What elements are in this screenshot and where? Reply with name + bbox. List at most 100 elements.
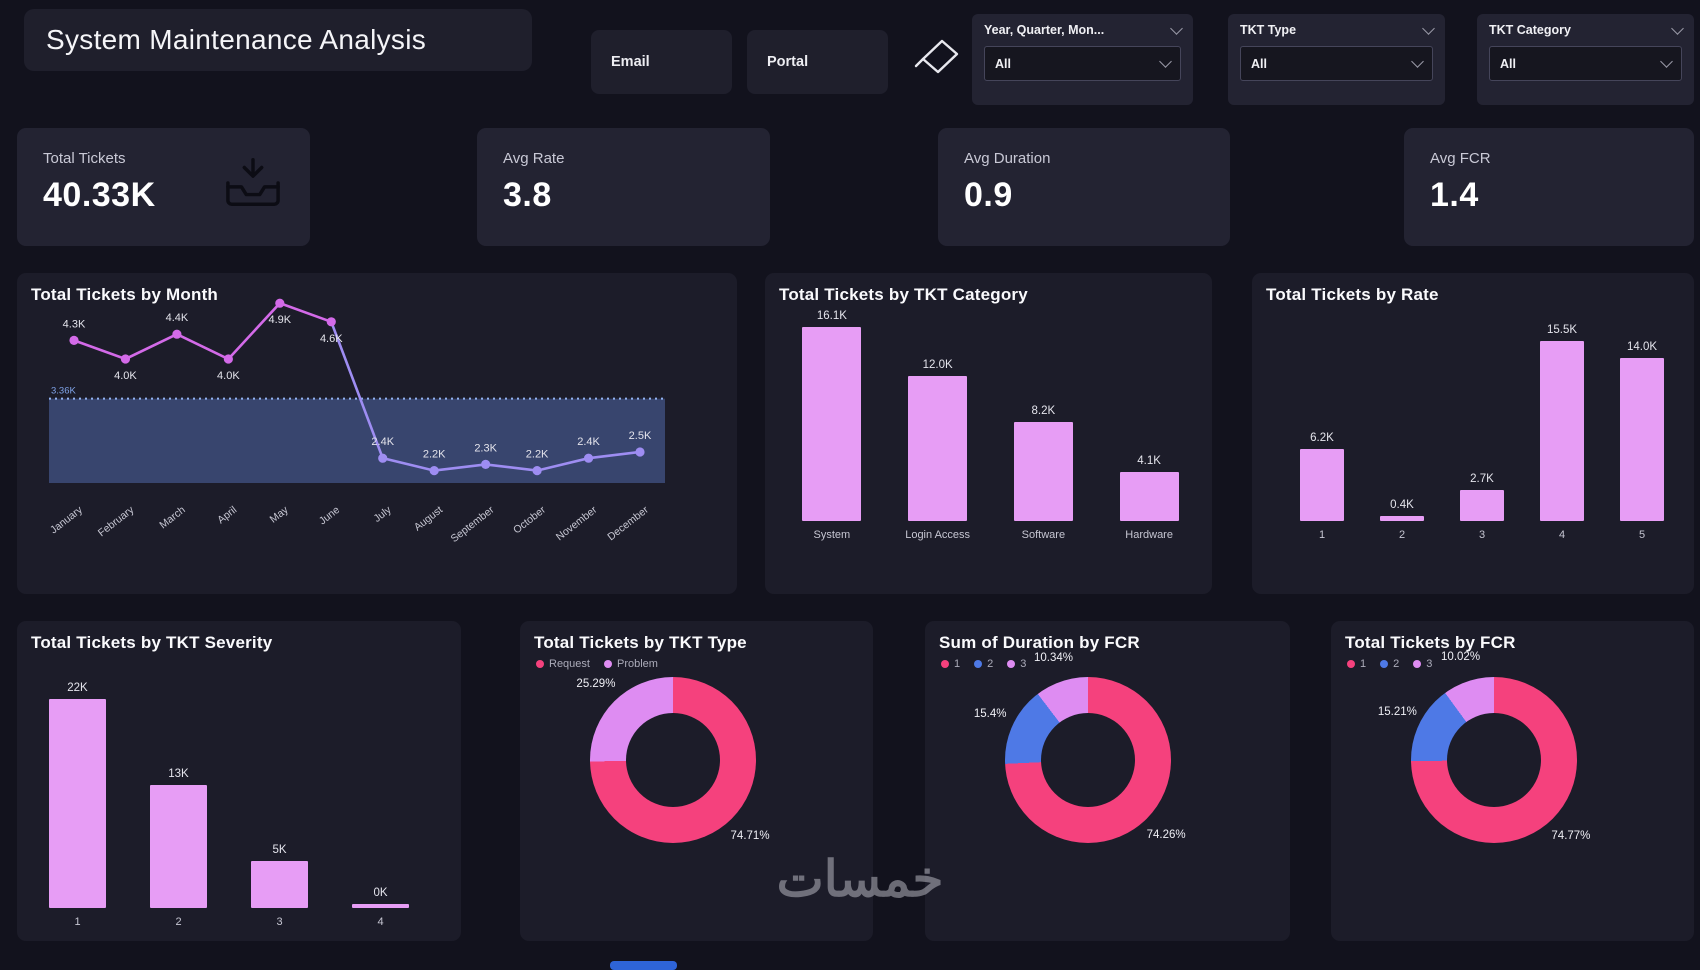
bar-column: 4.1K Hardware <box>1096 302 1202 543</box>
chart-card-tickets-by-rate: Total Tickets by Rate 6.2K 1 0.4K 2 2.7K 3 15.… <box>1252 273 1694 594</box>
bar[interactable] <box>251 860 308 908</box>
data-label: 4.4K <box>166 312 189 324</box>
eraser-icon <box>914 39 959 73</box>
donut-chart[interactable] <box>590 677 756 843</box>
bar[interactable] <box>1119 471 1179 521</box>
bar[interactable] <box>908 376 968 521</box>
email-button[interactable]: Email <box>591 30 732 94</box>
data-point[interactable] <box>429 466 439 476</box>
filter-label: Year, Quarter, Mon... <box>984 23 1105 37</box>
chart-legend: Request Problem <box>536 658 658 670</box>
clear-filters-button[interactable] <box>908 36 964 80</box>
filter-dropdown[interactable]: All <box>984 46 1181 81</box>
bar[interactable] <box>1299 448 1345 521</box>
bar-column: 2.7K 3 <box>1442 315 1522 543</box>
legend-label: 2 <box>1393 658 1400 670</box>
kpi-avg-duration: Avg Duration 0.9 <box>938 128 1230 246</box>
data-point[interactable] <box>275 298 285 308</box>
bar-column: 13K 2 <box>128 670 229 930</box>
data-label: 4.9K <box>268 314 291 326</box>
data-label: 4.0K <box>114 370 137 382</box>
filter-value: All <box>1251 56 1267 71</box>
legend-item[interactable]: Request <box>536 658 590 670</box>
chart-title: Total Tickets by TKT Category <box>779 285 1028 304</box>
x-axis-label: October <box>511 504 548 537</box>
bar-column: 16.1K System <box>779 302 885 543</box>
legend-dot <box>1380 660 1389 668</box>
bar-category-label: 1 <box>74 916 81 928</box>
bar[interactable] <box>1013 422 1073 521</box>
bar-column: 15.5K 4 <box>1522 315 1602 543</box>
bar-chart-area: 6.2K 1 0.4K 2 2.7K 3 15.5K 4 14.0K 5 <box>1282 315 1682 543</box>
data-point[interactable] <box>635 447 645 457</box>
slice-label: 25.29% <box>576 678 616 691</box>
bar[interactable] <box>1539 340 1585 521</box>
legend-item[interactable]: 3 <box>1413 658 1432 670</box>
bar-value-label: 14.0K <box>1626 341 1658 354</box>
chevron-down-icon <box>1159 55 1172 68</box>
bar-category-label: Software <box>1021 529 1066 541</box>
bar-category-label: Hardware <box>1125 529 1173 541</box>
donut-chart[interactable] <box>1005 677 1171 843</box>
kpi-value: 40.33K <box>43 176 156 214</box>
legend-item[interactable]: 2 <box>974 658 993 670</box>
data-point[interactable] <box>481 459 491 469</box>
filter-label: TKT Category <box>1489 23 1571 37</box>
slice-label: 74.26% <box>1146 828 1186 841</box>
kpi-avg-rate: Avg Rate 3.8 <box>477 128 770 246</box>
bar[interactable] <box>802 326 862 521</box>
reference-band <box>49 398 665 483</box>
filter-dropdown[interactable]: All <box>1240 46 1433 81</box>
bar[interactable] <box>1379 516 1425 521</box>
bar-value-label: 6.2K <box>1310 431 1334 444</box>
chevron-down-icon <box>1422 21 1435 35</box>
chart-card-tickets-by-fcr: Total Tickets by FCR 1 2 3 74.77% 15.21% 10.… <box>1331 621 1694 941</box>
band-value-label: 3.36K <box>51 386 76 397</box>
kpi-label: Total Tickets <box>43 150 126 167</box>
legend-item[interactable]: 2 <box>1380 658 1399 670</box>
data-label: 4.6K <box>320 333 343 345</box>
legend-label: 1 <box>1360 658 1367 670</box>
data-point[interactable] <box>120 354 131 364</box>
legend-dot <box>536 660 544 668</box>
bar-column: 5K 3 <box>229 670 330 930</box>
kpi-label: Avg FCR <box>1430 150 1491 167</box>
chart-title: Total Tickets by Rate <box>1266 285 1439 304</box>
bar[interactable] <box>49 699 106 908</box>
legend-label: 3 <box>1426 658 1433 670</box>
legend-dot <box>974 660 983 668</box>
data-point[interactable] <box>223 354 233 364</box>
data-point[interactable] <box>532 466 542 476</box>
bar[interactable] <box>352 904 409 908</box>
donut-chart[interactable] <box>1411 677 1577 843</box>
legend-item[interactable]: 3 <box>1007 658 1026 670</box>
filter-dropdown[interactable]: All <box>1489 46 1682 81</box>
chart-title: Total Tickets by Month <box>31 285 219 304</box>
bar[interactable] <box>150 784 207 908</box>
donut-chart-area: 74.71% 25.29% <box>576 677 770 843</box>
data-point[interactable] <box>69 335 79 345</box>
data-label: 2.2K <box>526 449 549 461</box>
chevron-down-icon <box>1671 21 1684 35</box>
chart-title: Sum of Duration by FCR <box>939 633 1140 652</box>
bar[interactable] <box>1459 489 1505 521</box>
portal-button[interactable]: Portal <box>747 30 888 94</box>
legend-dot <box>941 660 949 668</box>
legend-item[interactable]: 1 <box>1347 658 1366 670</box>
bar-category-label: 2 <box>1398 529 1406 541</box>
slice-label: 15.21% <box>1377 705 1417 718</box>
data-label: 4.3K <box>63 318 86 330</box>
data-point[interactable] <box>583 453 594 463</box>
legend-item[interactable]: 1 <box>941 658 960 670</box>
data-point[interactable] <box>172 329 182 339</box>
data-label: 2.4K <box>577 436 600 448</box>
data-point[interactable] <box>326 317 336 327</box>
filter-label: TKT Type <box>1240 23 1297 37</box>
bar[interactable] <box>1619 358 1665 521</box>
data-point[interactable] <box>378 453 388 463</box>
kpi-total-tickets: Total Tickets 40.33K <box>17 128 310 246</box>
legend-item[interactable]: Problem <box>603 658 658 670</box>
horizontal-scrollbar-thumb[interactable] <box>610 961 677 970</box>
data-label: 2.4K <box>371 436 394 448</box>
bar-column: 14.0K 5 <box>1602 315 1682 543</box>
